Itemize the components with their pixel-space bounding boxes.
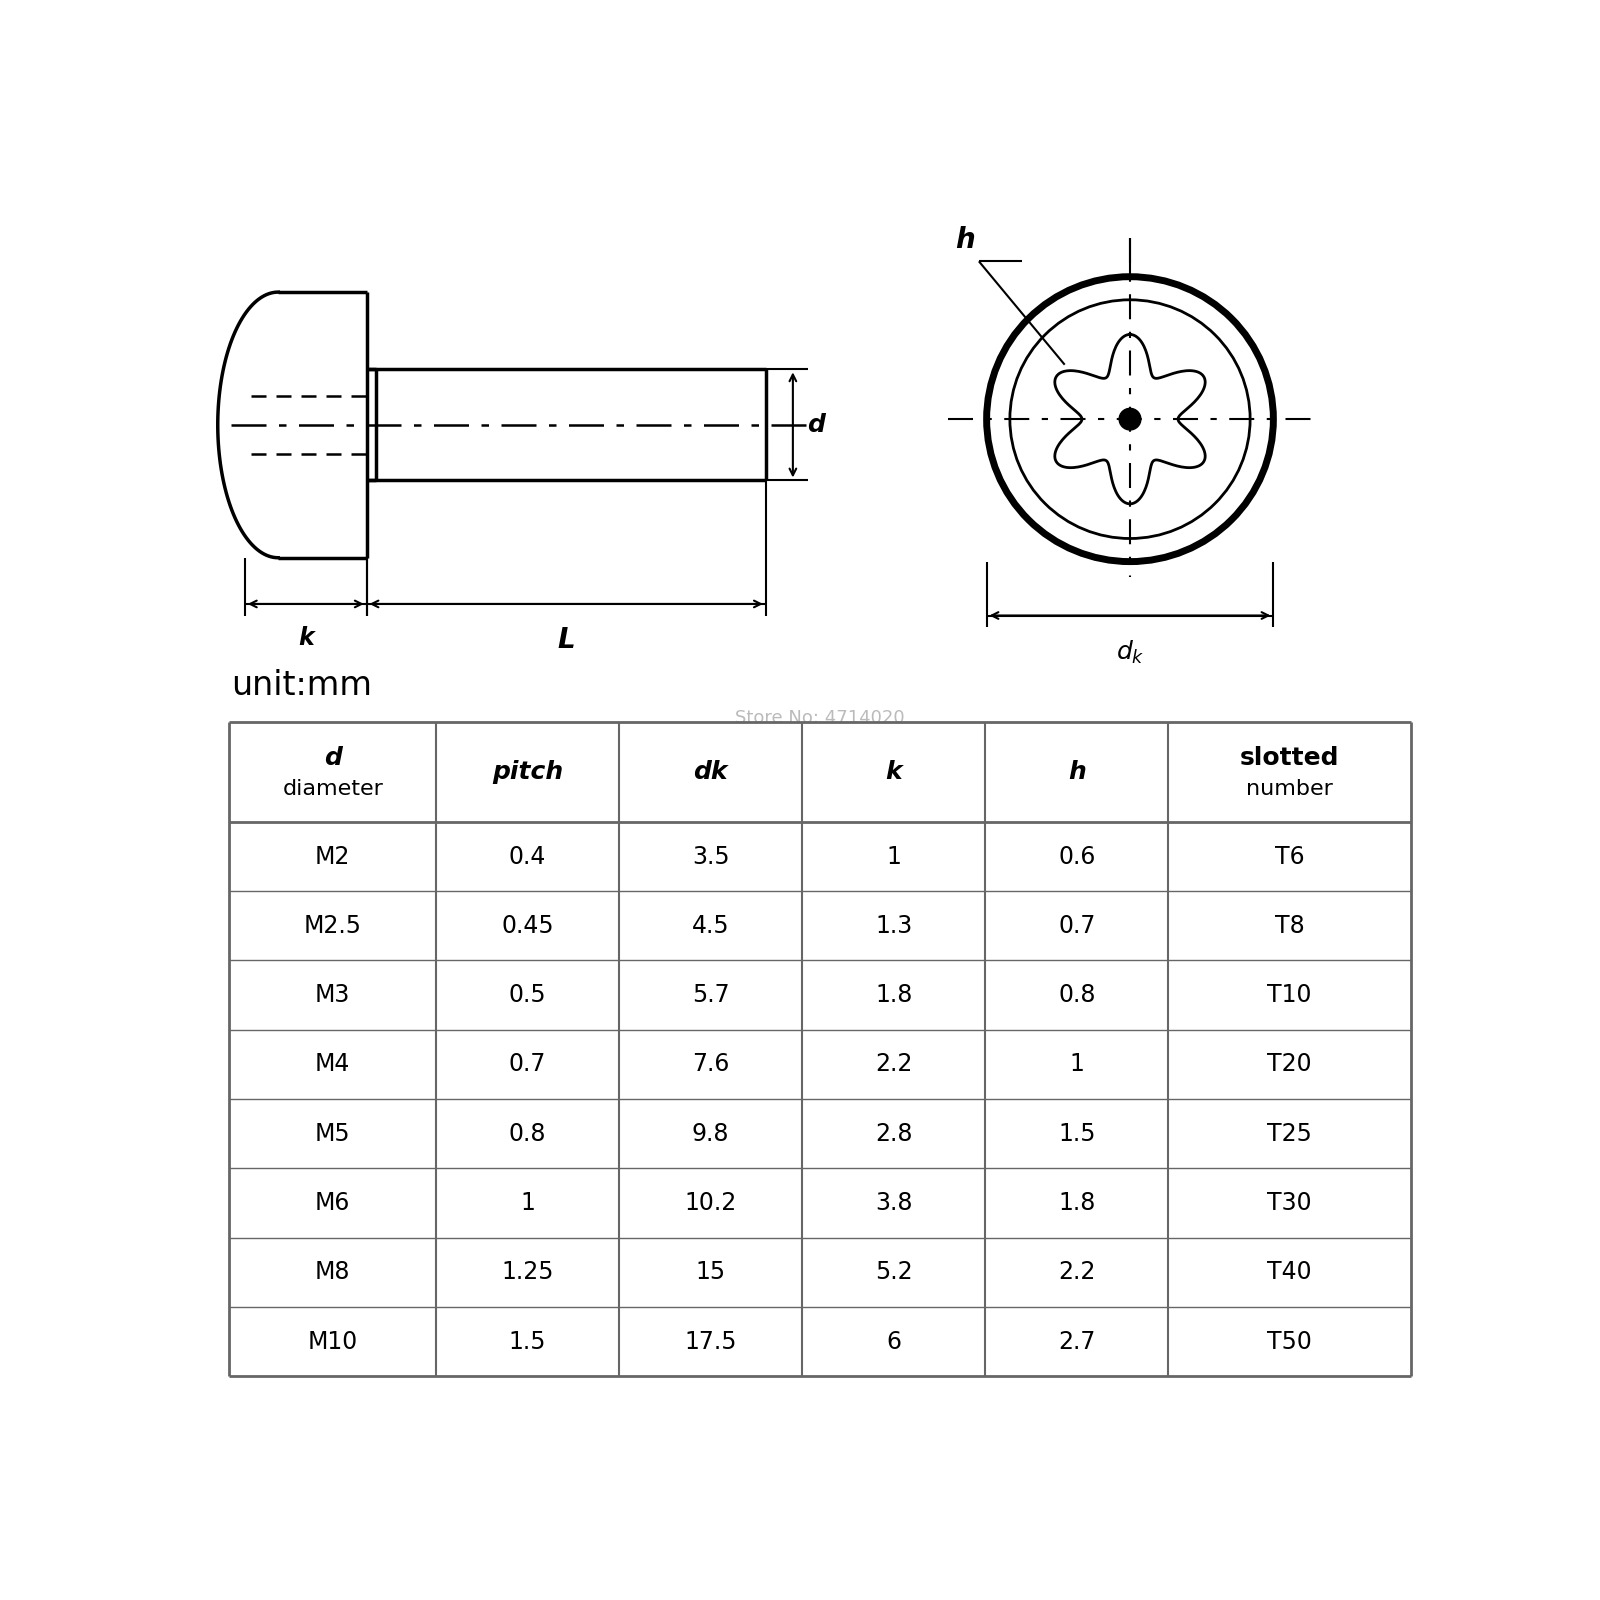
Text: T50: T50 <box>1267 1330 1312 1354</box>
Text: 0.4: 0.4 <box>509 845 546 869</box>
Text: $d_k$: $d_k$ <box>1115 638 1144 666</box>
Text: k: k <box>885 760 902 784</box>
Text: 0.8: 0.8 <box>1058 982 1096 1006</box>
Text: 15: 15 <box>696 1261 726 1285</box>
Text: M5: M5 <box>315 1122 350 1146</box>
Text: 10.2: 10.2 <box>685 1190 738 1214</box>
Text: 17.5: 17.5 <box>685 1330 738 1354</box>
Text: k: k <box>298 626 314 650</box>
Text: d: d <box>323 746 342 770</box>
Text: 0.5: 0.5 <box>509 982 547 1006</box>
Text: 3.5: 3.5 <box>691 845 730 869</box>
Text: d: d <box>806 413 824 437</box>
Text: T20: T20 <box>1267 1053 1312 1077</box>
Text: unit:mm: unit:mm <box>230 669 371 702</box>
Text: 0.6: 0.6 <box>1058 845 1096 869</box>
Text: M2: M2 <box>315 845 350 869</box>
Text: M3: M3 <box>315 982 350 1006</box>
Text: L: L <box>557 626 574 653</box>
Text: 5.7: 5.7 <box>691 982 730 1006</box>
Text: 1.5: 1.5 <box>509 1330 547 1354</box>
Text: M2.5: M2.5 <box>304 914 362 938</box>
Text: 4.5: 4.5 <box>691 914 730 938</box>
Text: 3.8: 3.8 <box>875 1190 912 1214</box>
Text: slotted: slotted <box>1240 746 1339 770</box>
Text: M8: M8 <box>315 1261 350 1285</box>
Text: T40: T40 <box>1267 1261 1312 1285</box>
Text: h: h <box>1069 760 1086 784</box>
Text: 0.7: 0.7 <box>1058 914 1096 938</box>
Text: 7.6: 7.6 <box>693 1053 730 1077</box>
Text: 2.2: 2.2 <box>875 1053 912 1077</box>
Text: T8: T8 <box>1275 914 1304 938</box>
Text: 0.8: 0.8 <box>509 1122 547 1146</box>
Text: 1: 1 <box>1069 1053 1085 1077</box>
Text: diameter: diameter <box>282 779 384 798</box>
Text: 2.8: 2.8 <box>875 1122 912 1146</box>
Text: M6: M6 <box>315 1190 350 1214</box>
Text: 0.45: 0.45 <box>501 914 554 938</box>
Text: 1.5: 1.5 <box>1058 1122 1096 1146</box>
Text: 6: 6 <box>886 1330 901 1354</box>
Text: T30: T30 <box>1267 1190 1312 1214</box>
Text: 0.7: 0.7 <box>509 1053 546 1077</box>
Text: 5.2: 5.2 <box>875 1261 912 1285</box>
Text: 2.2: 2.2 <box>1058 1261 1096 1285</box>
Text: 1.8: 1.8 <box>1058 1190 1096 1214</box>
Text: T25: T25 <box>1267 1122 1312 1146</box>
Text: number: number <box>1246 779 1333 798</box>
Text: Store No: 4714020: Store No: 4714020 <box>734 709 906 728</box>
Text: pitch: pitch <box>493 760 563 784</box>
Text: 9.8: 9.8 <box>691 1122 730 1146</box>
Text: M4: M4 <box>315 1053 350 1077</box>
Text: T10: T10 <box>1267 982 1312 1006</box>
Text: M10: M10 <box>307 1330 358 1354</box>
Text: T6: T6 <box>1275 845 1304 869</box>
Text: 1: 1 <box>886 845 901 869</box>
Text: 2.7: 2.7 <box>1058 1330 1096 1354</box>
Text: dk: dk <box>693 760 728 784</box>
Text: 1.3: 1.3 <box>875 914 912 938</box>
Text: 1.25: 1.25 <box>501 1261 554 1285</box>
Circle shape <box>1118 408 1141 430</box>
Text: h: h <box>955 226 974 253</box>
Text: 1: 1 <box>520 1190 534 1214</box>
Text: 1.8: 1.8 <box>875 982 912 1006</box>
